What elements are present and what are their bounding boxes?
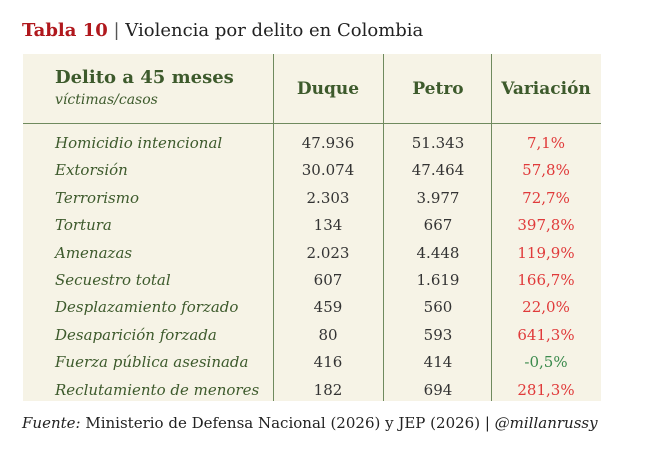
table-row: Amenazas 2.023 4.448 119,9%	[23, 240, 601, 267]
header-divider	[23, 123, 601, 124]
source-note: Fuente: Ministerio de Defensa Nacional (…	[22, 414, 598, 432]
petro-value-cell: 667	[423, 216, 453, 235]
table-row: Desplazamiento forzado 459 560 22,0%	[23, 294, 601, 321]
crime-table: Delito a 45 meses víctimas/casos Duque P…	[23, 54, 601, 401]
duque-value-cell: 416	[313, 353, 343, 372]
source-label: Fuente:	[22, 414, 81, 432]
header-crime-subtitle: víctimas/casos	[55, 92, 158, 108]
crime-name-cell: Terrorismo	[55, 188, 140, 207]
crime-name-cell: Amenazas	[55, 243, 133, 262]
header-duque: Duque	[296, 79, 360, 99]
petro-value-cell: 593	[423, 325, 453, 344]
petro-value-cell: 1.619	[416, 271, 460, 289]
title-separator: |	[113, 20, 120, 41]
petro-value-cell: 560	[423, 298, 453, 317]
table-title-text: Violencia por delito en Colombia	[125, 20, 424, 41]
crime-name-cell: Extorsión	[55, 161, 128, 180]
column-divider	[383, 54, 384, 401]
petro-value-cell: 4.448	[416, 243, 460, 262]
petro-value-cell: 414	[423, 353, 453, 372]
variation-cell: 641,3%	[517, 325, 575, 344]
header-variation: Variación	[501, 79, 591, 99]
duque-value-cell: 47.936	[301, 134, 355, 152]
column-divider	[491, 54, 492, 401]
petro-value-cell: 51.343	[411, 134, 465, 152]
crime-name-cell: Desplazamiento forzado	[55, 298, 239, 317]
variation-cell: 7,1%	[526, 134, 566, 152]
variation-cell: 22,0%	[522, 298, 570, 317]
table-row: Tortura 134 667 397,8%	[23, 212, 601, 239]
table-row: Desaparición forzada 80 593 641,3%	[23, 322, 601, 349]
table-row: Secuestro total 607 1.619 166,7%	[23, 267, 601, 294]
variation-cell: 281,3%	[517, 380, 575, 399]
variation-cell: 119,9%	[517, 243, 575, 262]
duque-value-cell: 30.074	[301, 161, 355, 180]
variation-cell: 397,8%	[517, 216, 575, 235]
crime-name-cell: Fuerza pública asesinada	[55, 353, 249, 372]
table-row: Reclutamiento de menores 182 694 281,3%	[23, 377, 601, 404]
crime-name-cell: Reclutamiento de menores	[55, 380, 260, 399]
duque-value-cell: 182	[313, 380, 343, 399]
header-crime: Delito a 45 meses	[55, 67, 234, 88]
duque-value-cell: 2.303	[306, 188, 350, 207]
variation-cell: 57,8%	[522, 161, 570, 180]
duque-value-cell: 2.023	[306, 243, 350, 262]
header-petro: Petro	[412, 79, 464, 99]
variation-cell: 166,7%	[517, 271, 575, 289]
variation-cell: -0,5%	[524, 353, 568, 372]
table-row: Homicidio intencional 47.936 51.343 7,1%	[23, 130, 601, 157]
variation-cell: 72,7%	[522, 188, 570, 207]
table-title: Tabla 10 | Violencia por delito en Colom…	[22, 20, 423, 42]
crime-name-cell: Tortura	[55, 216, 112, 235]
table-number: Tabla 10	[22, 20, 108, 41]
crime-name-cell: Secuestro total	[55, 271, 171, 289]
duque-value-cell: 134	[313, 216, 343, 235]
table-row: Extorsión 30.074 47.464 57,8%	[23, 157, 601, 184]
author-handle: @millanrussy	[494, 414, 598, 432]
petro-value-cell: 47.464	[411, 161, 465, 180]
crime-name-cell: Desaparición forzada	[55, 325, 217, 344]
duque-value-cell: 80	[318, 325, 338, 344]
source-text: Ministerio de Defensa Nacional (2026) y …	[85, 414, 495, 432]
table-row: Fuerza pública asesinada 416 414 -0,5%	[23, 349, 601, 376]
table-row: Terrorismo 2.303 3.977 72,7%	[23, 185, 601, 212]
petro-value-cell: 694	[423, 380, 453, 399]
crime-name-cell: Homicidio intencional	[55, 134, 223, 152]
column-divider	[273, 54, 274, 401]
duque-value-cell: 459	[313, 298, 343, 317]
petro-value-cell: 3.977	[416, 188, 460, 207]
duque-value-cell: 607	[313, 271, 343, 289]
